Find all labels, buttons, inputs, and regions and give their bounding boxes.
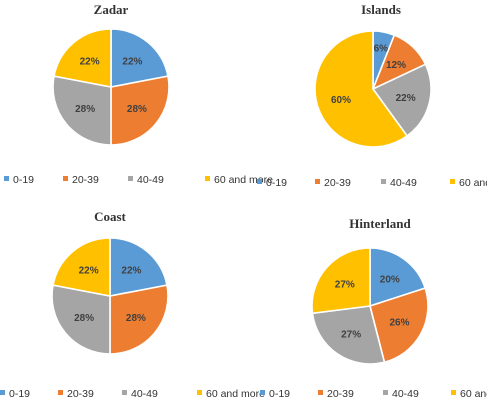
legend-swatch-40-49 [383, 390, 388, 395]
pie-slice-40-49 [51, 284, 111, 355]
legend-swatch-0-19 [257, 179, 262, 184]
legend-swatch-0-19 [0, 390, 5, 395]
pie-slice-60-and-more [311, 247, 371, 315]
legend-label: 40-49 [390, 177, 417, 189]
data-label: 26% [389, 318, 409, 329]
legend-swatch-20-39 [315, 179, 320, 184]
data-label: 27% [341, 329, 361, 340]
pie-chart-coast: Coast 22% 28% 28% 22% 0-19 20-39 40-49 60 and mo… [0, 209, 265, 400]
pie-chart-zadar: Zadar 22% 28% 28% 22% 0-19 20-39 40-49 60 and mo… [4, 2, 273, 186]
legend-label: 0-19 [9, 388, 30, 400]
legend-label: 60 and more [214, 174, 273, 186]
legend-swatch-60-and-more [450, 179, 455, 184]
legend-swatch-20-39 [318, 390, 323, 395]
data-label: 20% [380, 274, 400, 285]
data-label: 22% [396, 93, 416, 104]
legend-label: 0-19 [269, 388, 290, 400]
pie-slice-40-49 [52, 75, 112, 146]
legend-swatch-60-and-more [451, 390, 456, 395]
legend-swatch-40-49 [381, 179, 386, 184]
legend-swatch-20-39 [58, 390, 63, 395]
pie-slice-60-and-more [53, 28, 112, 88]
data-label: 28% [75, 104, 95, 115]
pie-chart-hinterland: Hinterland 20% 26% 27% 27% 0-19 20-39 40-49 60 a… [260, 216, 487, 400]
legend-label: 60 and more [460, 388, 487, 400]
data-label: 22% [122, 57, 142, 68]
data-label: 60% [331, 95, 351, 106]
legend-swatch-40-49 [122, 390, 127, 395]
chart-title: Zadar [94, 2, 129, 17]
legend-label: 60 and more [206, 388, 265, 400]
legend-label: 20-39 [327, 388, 354, 400]
legend: 0-19 20-39 40-49 60 and more [0, 388, 265, 400]
pie-slice-0-19 [110, 28, 169, 88]
chart-title: Islands [361, 2, 401, 17]
legend-label: 20-39 [72, 174, 99, 186]
data-label: 6% [374, 44, 389, 55]
legend-label: 0-19 [13, 174, 34, 186]
legend-label: 20-39 [324, 177, 351, 189]
legend-label: 20-39 [67, 388, 94, 400]
legend: 0-19 20-39 40-49 60 and more [260, 388, 487, 400]
legend-swatch-0-19 [260, 390, 265, 395]
legend-label: 40-49 [137, 174, 164, 186]
legend: 0-19 20-39 40-49 60 and more [4, 174, 273, 186]
data-label: 27% [335, 279, 355, 290]
data-label: 22% [80, 57, 100, 68]
legend-label: 40-49 [392, 388, 419, 400]
pie-slice-20-39 [110, 75, 170, 146]
pie-slice-20-39 [369, 287, 429, 364]
pie-slice-60-and-more [52, 237, 111, 297]
chart-title: Hinterland [349, 216, 411, 231]
legend: 0-19 20-39 40-49 60 and more [257, 177, 487, 189]
pie-slice-40-49 [311, 305, 386, 365]
legend-label: 60 and more [459, 177, 487, 189]
legend-label: 0-19 [266, 177, 287, 189]
pie-chart-islands: Islands 6% 12% 22% 60% 0-19 20-39 40-49 60 and m… [257, 2, 487, 189]
pie-slice-40-49 [371, 63, 432, 138]
legend-swatch-20-39 [63, 176, 68, 181]
pie-slice-0-19 [109, 237, 168, 297]
legend-swatch-0-19 [4, 176, 9, 181]
data-label: 12% [386, 60, 406, 71]
data-label: 28% [126, 313, 146, 324]
data-label: 28% [74, 313, 94, 324]
legend-swatch-40-49 [128, 176, 133, 181]
pie-slice-0-19 [369, 247, 427, 308]
chart-title: Coast [94, 209, 126, 224]
pie-slice-20-39 [109, 284, 169, 355]
legend-swatch-60-and-more [205, 176, 210, 181]
legend-label: 40-49 [131, 388, 158, 400]
pie-slice-60-and-more [314, 30, 409, 148]
data-label: 28% [127, 104, 147, 115]
data-label: 22% [79, 266, 99, 277]
data-label: 22% [121, 266, 141, 277]
legend-swatch-60-and-more [197, 390, 202, 395]
